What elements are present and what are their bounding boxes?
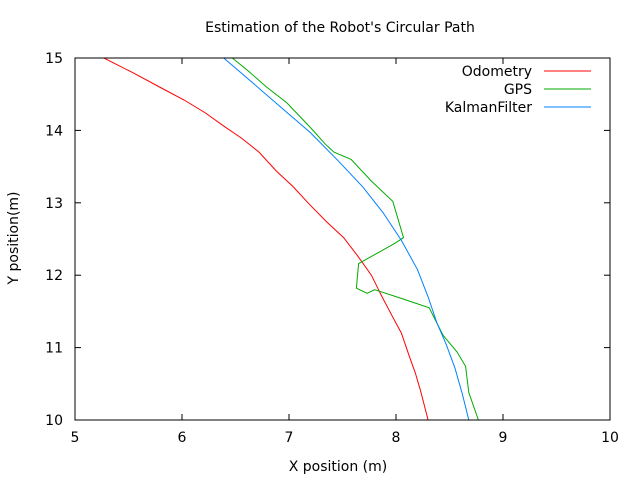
series-line-odometry: [103, 58, 429, 420]
y-axis-label: Y position(m): [6, 191, 22, 285]
series-line-kalmanfilter: [223, 58, 470, 420]
legend-label-odometry: Odometry: [462, 64, 532, 80]
x-tick-label: 8: [392, 430, 401, 446]
x-tick-label: 7: [285, 430, 294, 446]
x-tick-label: 6: [178, 430, 187, 446]
x-tick-label: 9: [499, 430, 508, 446]
legend-label-kalmanfilter: KalmanFilter: [445, 100, 532, 116]
y-tick-label: 12: [45, 268, 63, 284]
y-tick-label: 14: [45, 123, 63, 139]
x-axis-label: X position (m): [289, 459, 388, 475]
plot-area: 5 6 7 8 9 10 10 11 12 13 14 15: [45, 51, 619, 446]
legend-label-gps: GPS: [504, 82, 532, 98]
legend: Odometry GPS KalmanFilter: [445, 64, 591, 116]
plot-frame: [74, 57, 611, 421]
y-tick-label: 11: [45, 341, 63, 357]
x-tick-label: 10: [601, 430, 619, 446]
x-tick-label: 5: [71, 430, 80, 446]
chart-title: Estimation of the Robot's Circular Path: [205, 20, 475, 36]
y-tick-label: 13: [45, 196, 63, 212]
series-line-gps: [231, 58, 479, 420]
y-tick-label: 15: [45, 51, 63, 67]
y-tick-label: 10: [45, 413, 63, 429]
